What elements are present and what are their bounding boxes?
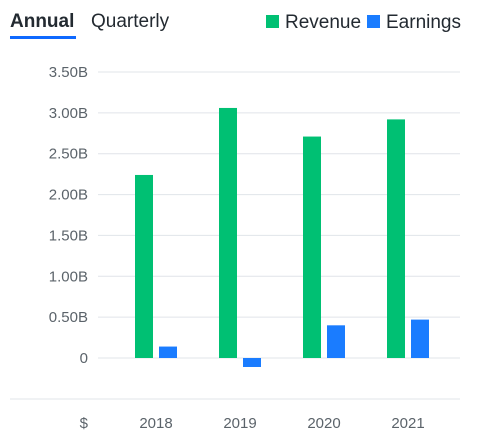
- y-tick-label: 1.50B: [49, 227, 88, 244]
- bar-earnings-2020[interactable]: [327, 325, 345, 358]
- tab-annual[interactable]: Annual: [10, 11, 75, 32]
- y-tick-label: 2.50B: [49, 146, 88, 163]
- tab-quarterly[interactable]: Quarterly: [91, 11, 170, 32]
- x-axis-labels: $2018 2019 2020 2021: [80, 415, 425, 432]
- y-tick-label: 0: [80, 350, 88, 367]
- x-tick-label-2019: 2019: [223, 415, 256, 432]
- legend-swatch-earnings: [367, 15, 380, 28]
- legend-item-earnings[interactable]: Earnings: [367, 12, 461, 34]
- bar-revenue-2021[interactable]: [387, 119, 405, 358]
- legend-label-earnings: Earnings: [386, 12, 461, 33]
- bar-earnings-2018[interactable]: [159, 346, 177, 358]
- bar-earnings-2019[interactable]: [243, 358, 261, 367]
- y-axis-ticks: 3.50B 3.00B 2.50B 2.00B 1.50B 1.00B 0.50B 0: [49, 64, 88, 367]
- bar-revenue-2020[interactable]: [303, 136, 321, 358]
- x-tick-label-2018: 2018: [139, 415, 172, 432]
- bars: [135, 107, 429, 367]
- x-tick-label-2021: 2021: [391, 415, 424, 432]
- y-tick-label: 3.50B: [49, 64, 88, 81]
- x-tick-label-2020: 2020: [307, 415, 340, 432]
- active-tab-indicator: [10, 36, 76, 39]
- legend-swatch-revenue: [266, 15, 279, 28]
- y-tick-label: 3.00B: [49, 105, 88, 122]
- currency-label: $: [80, 415, 89, 432]
- legend-item-revenue[interactable]: Revenue: [266, 12, 361, 34]
- y-tick-label: 1.00B: [49, 268, 88, 285]
- legend-label-revenue: Revenue: [285, 12, 362, 33]
- bar-revenue-2018[interactable]: [135, 174, 153, 358]
- y-tick-label: 0.50B: [49, 309, 88, 326]
- bar-revenue-2019[interactable]: [219, 107, 237, 358]
- bar-earnings-2021[interactable]: [411, 319, 429, 358]
- y-tick-label: 2.00B: [49, 187, 88, 204]
